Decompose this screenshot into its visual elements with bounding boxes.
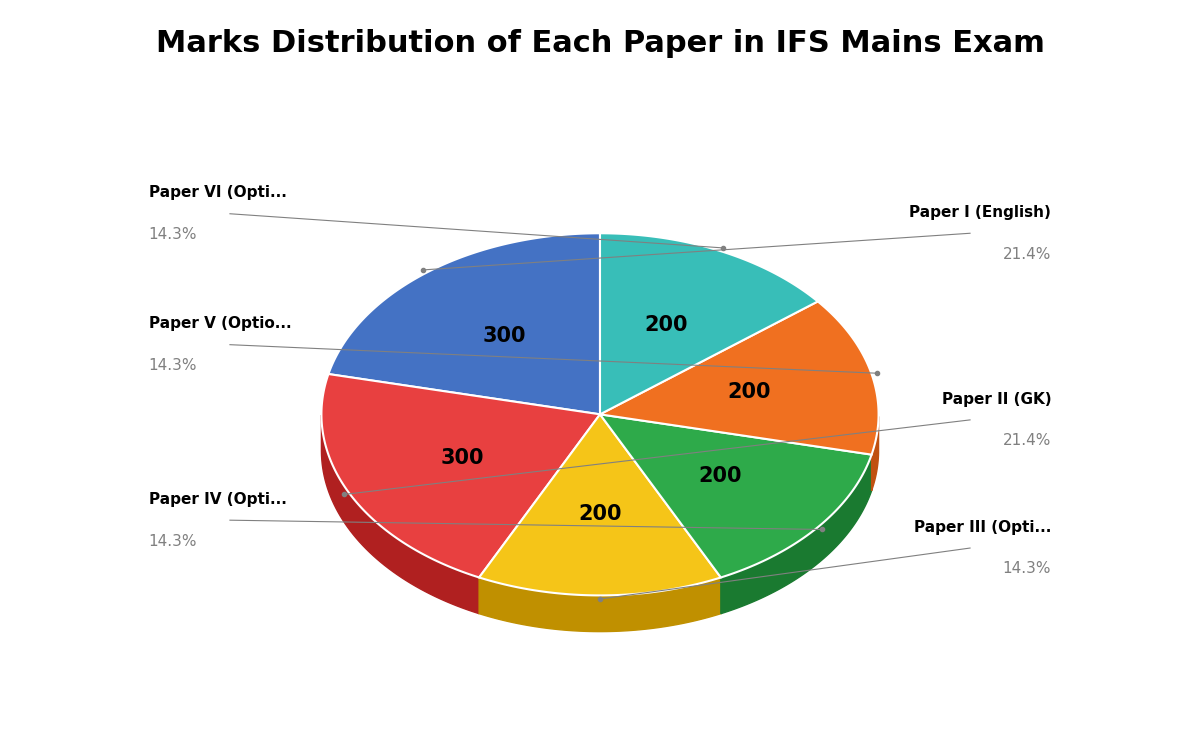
Text: 21.4%: 21.4% <box>1003 433 1051 448</box>
Text: 21.4%: 21.4% <box>1003 246 1051 262</box>
Title: Marks Distribution of Each Paper in IFS Mains Exam: Marks Distribution of Each Paper in IFS … <box>156 29 1044 59</box>
Polygon shape <box>600 301 878 455</box>
Polygon shape <box>322 415 479 614</box>
Text: Paper V (Optio...: Paper V (Optio... <box>149 316 292 331</box>
Text: Paper III (Opti...: Paper III (Opti... <box>914 519 1051 535</box>
Text: Paper II (GK): Paper II (GK) <box>942 392 1051 407</box>
Text: 14.3%: 14.3% <box>149 358 197 373</box>
Text: 200: 200 <box>644 315 689 335</box>
Text: Paper VI (Opti...: Paper VI (Opti... <box>149 186 287 200</box>
Polygon shape <box>479 414 721 595</box>
Text: 200: 200 <box>578 504 622 524</box>
Text: 300: 300 <box>440 447 484 467</box>
Text: 200: 200 <box>727 382 772 402</box>
Text: Paper IV (Opti...: Paper IV (Opti... <box>149 492 287 507</box>
Text: 14.3%: 14.3% <box>149 227 197 242</box>
Text: 14.3%: 14.3% <box>1003 562 1051 577</box>
Polygon shape <box>721 455 871 614</box>
Text: 300: 300 <box>482 326 527 347</box>
Polygon shape <box>479 577 721 631</box>
Text: 14.3%: 14.3% <box>149 533 197 548</box>
Polygon shape <box>329 233 600 414</box>
Text: 200: 200 <box>698 467 742 487</box>
Text: Paper I (English): Paper I (English) <box>910 205 1051 220</box>
Polygon shape <box>871 416 878 491</box>
Polygon shape <box>600 233 817 414</box>
Polygon shape <box>322 374 600 577</box>
Polygon shape <box>600 414 871 577</box>
